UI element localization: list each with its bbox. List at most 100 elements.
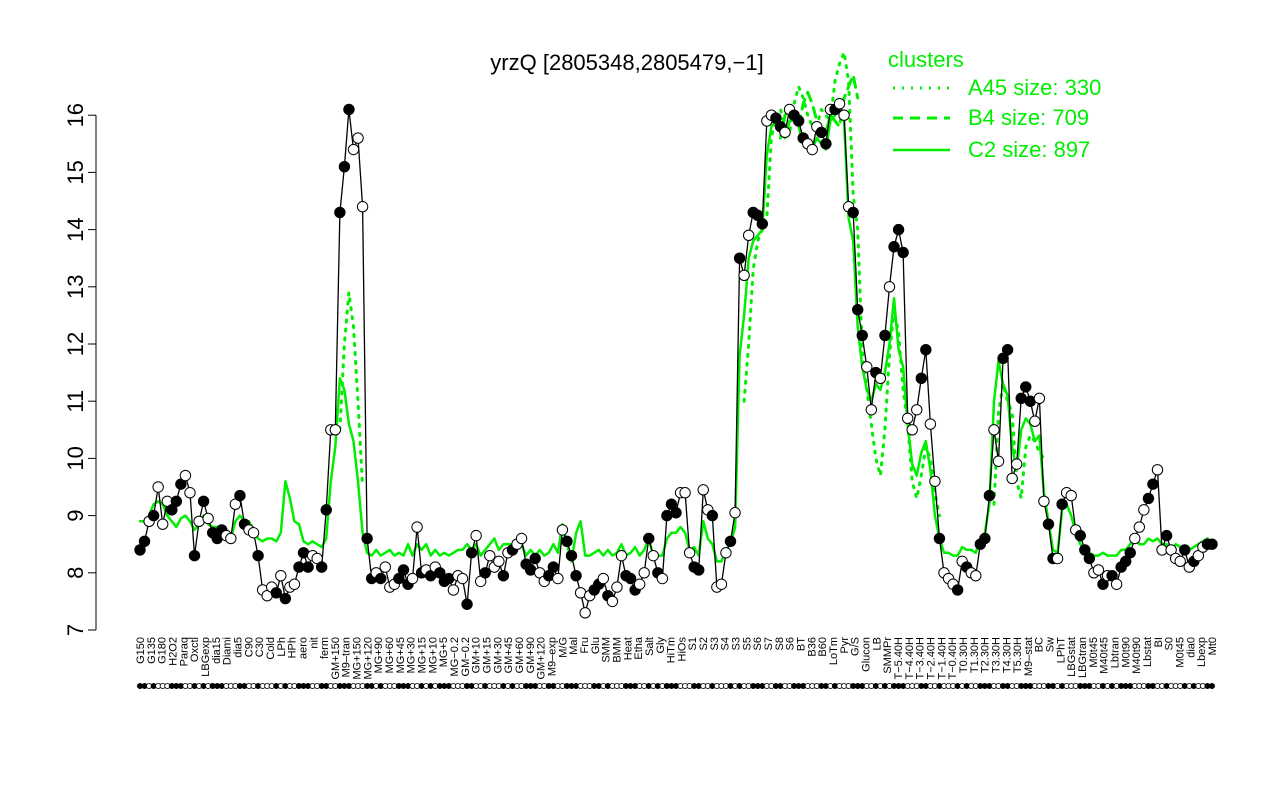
x-tick-label: HiOs <box>676 637 688 662</box>
x-tick-label: LBGexp <box>200 637 212 677</box>
x-tick-label: S1 <box>687 637 699 650</box>
data-point <box>1006 472 1018 485</box>
x-tick-label: Lbexp <box>1196 637 1208 667</box>
data-point <box>647 549 659 562</box>
data-point <box>733 252 746 264</box>
x-tick-label: LPh <box>276 637 288 657</box>
data-point <box>479 567 491 579</box>
data-point <box>951 584 964 596</box>
y-tick-label: 7 <box>63 624 88 636</box>
data-point <box>1124 547 1136 559</box>
data-point <box>988 424 1000 436</box>
x-tick-label: Cold <box>265 637 277 660</box>
x-tick-label: MG+120 <box>362 637 374 680</box>
x-tick-label: MG+150 <box>352 637 364 680</box>
x-tick-label: LBGstat <box>1066 637 1078 677</box>
x-tick-label: M40t90 <box>1131 637 1143 674</box>
x-tick-label: dia15 <box>211 637 223 664</box>
data-point <box>470 529 482 542</box>
series-line-solid <box>138 108 1209 563</box>
x-tick-label: G150 <box>135 637 147 664</box>
data-point <box>820 138 832 150</box>
data-point <box>906 424 918 436</box>
x-tick-label: GM+120 <box>536 637 548 680</box>
x-tick-label: S3 <box>731 637 743 650</box>
x-tick-label: LoTm <box>828 637 840 665</box>
x-tick-label: aero <box>297 637 309 659</box>
x-tick-label: S4 <box>720 637 732 650</box>
x-tick-label: S0 <box>1164 637 1176 650</box>
data-point <box>184 487 196 499</box>
y-tick-label: 10 <box>63 446 88 470</box>
x-tick-label: Heat <box>622 637 634 660</box>
y-tick-label: 12 <box>63 332 88 356</box>
data-point <box>1133 521 1146 533</box>
data-point <box>1065 489 1077 502</box>
data-point <box>833 98 846 110</box>
data-point <box>270 587 282 599</box>
data-point <box>302 561 314 573</box>
data-point <box>138 535 151 548</box>
data-point <box>1142 492 1155 505</box>
x-tick-label: LPhT <box>1055 637 1067 664</box>
data-point <box>924 418 937 430</box>
data-point <box>529 552 541 565</box>
data-point <box>979 532 991 545</box>
data-point <box>861 361 873 373</box>
data-point <box>288 578 301 590</box>
data-point <box>197 495 210 507</box>
data-point <box>679 487 691 499</box>
data-point <box>406 572 419 585</box>
y-tick-label: 14 <box>63 217 88 241</box>
data-point <box>225 532 237 545</box>
y-axis: 7 8 9 10 11 12 13 14 15 16 <box>63 103 97 636</box>
data-point <box>720 547 732 559</box>
data-point <box>1083 552 1096 565</box>
data-point <box>202 512 214 525</box>
data-point <box>547 561 560 573</box>
x-tick-label: M9–exp <box>546 637 558 676</box>
x-tick-label: BT <box>796 637 808 651</box>
data-point <box>933 532 946 545</box>
x-tick-label: T3.30H <box>990 637 1002 673</box>
data-point <box>570 569 582 582</box>
data-point <box>670 507 682 519</box>
rug-mark <box>1209 683 1216 690</box>
legend-label: C2 size: 897 <box>968 137 1090 162</box>
x-tick-label: T−0.40H <box>947 637 959 680</box>
x-tick-label: GM+30 <box>492 637 504 673</box>
x-tick-label: C90 <box>243 637 255 657</box>
x-tick-label: T1.30H <box>969 637 981 673</box>
data-point <box>515 532 528 545</box>
x-tick-label: M9–tran <box>341 637 353 677</box>
x-tick-label: MG+5 <box>438 637 450 667</box>
data-point <box>724 535 737 548</box>
data-point <box>1110 578 1123 590</box>
x-tick-label: T2.30H <box>980 637 992 673</box>
data-point <box>1074 529 1086 542</box>
x-tick-label: Glucon <box>860 637 872 672</box>
data-point <box>611 581 623 593</box>
data-point <box>1056 498 1068 510</box>
data-point <box>556 524 569 536</box>
x-tick-label: G/S <box>850 637 862 656</box>
x-tick-label: HPh <box>287 637 299 658</box>
data-point <box>911 404 923 416</box>
data-point <box>397 564 410 576</box>
data-point <box>1001 344 1014 356</box>
x-tick-label: G180 <box>157 637 169 664</box>
x-tick-label: S3 <box>709 637 721 650</box>
x-tick-label: T−5.40H <box>893 637 905 680</box>
data-point <box>615 549 628 562</box>
data-point <box>1206 538 1218 550</box>
data-point <box>806 143 818 156</box>
data-point <box>892 223 905 236</box>
x-tick-label: GM−0.2 <box>460 637 472 676</box>
data-point <box>279 592 292 605</box>
x-tick-label: MG+30 <box>406 637 418 673</box>
x-tick-label: Pyr <box>839 637 851 654</box>
x-tick-label: Lbtran <box>1110 637 1122 668</box>
data-point <box>1179 544 1191 556</box>
x-tick-label: LB <box>871 637 883 650</box>
